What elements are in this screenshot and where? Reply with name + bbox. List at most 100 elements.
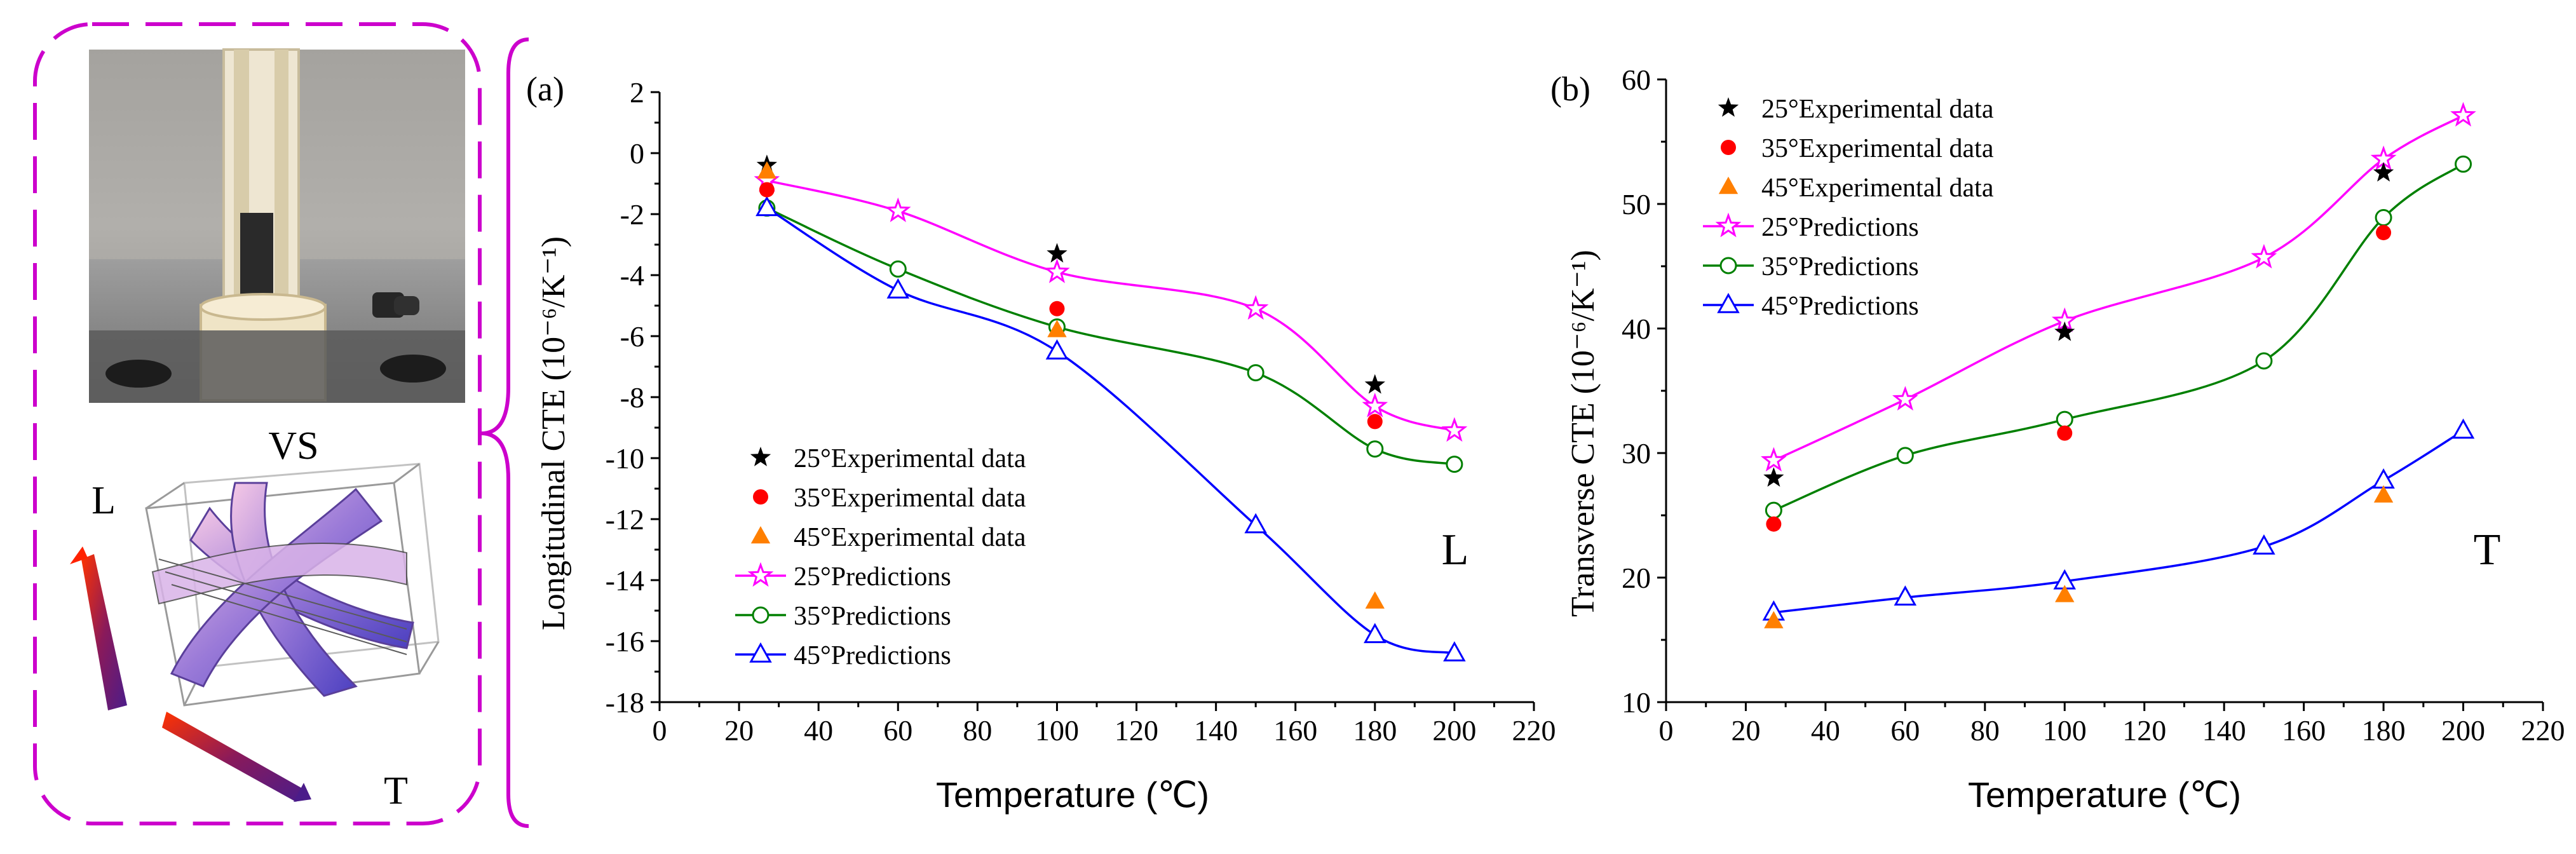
x-tick-label-b: 80 (1970, 714, 2000, 747)
x-tick-label-b: 120 (2122, 714, 2166, 747)
y-tick-label-a: -14 (606, 564, 644, 597)
l-direction-arrow (81, 554, 127, 710)
x-tick-label-a: 40 (804, 714, 833, 747)
prediction-point-a-0 (1362, 393, 1388, 417)
experimental-point-a-2 (1047, 320, 1067, 337)
x-tick-label-a: 200 (1432, 714, 1476, 747)
x-tick-label-a: 180 (1353, 714, 1397, 747)
y-tick-label-b: 20 (1622, 562, 1651, 594)
legend-marker-a (747, 562, 774, 587)
y-tick-label-a: -10 (606, 442, 644, 475)
y-tick-label-a: -2 (620, 198, 644, 231)
x-axis-label-a: Temperature (℃) (936, 775, 1209, 815)
y-axis-label-a: Longitudinal CTE (10⁻⁶/K⁻¹) (536, 236, 572, 630)
legend-label-b: 45°Predictions (1761, 292, 1919, 321)
x-tick-label-b: 0 (1659, 714, 1674, 747)
x-tick-label-b: 100 (2043, 714, 2087, 747)
y-tick-label-b: 60 (1622, 64, 1651, 96)
legend-label-a: 45°Predictions (794, 641, 951, 670)
y-tick-label-a: -6 (620, 320, 644, 353)
legend-marker-b (1721, 140, 1736, 155)
legend-marker-a (753, 489, 768, 505)
legend-label-a: 25°Predictions (794, 562, 951, 592)
dashed-frame (33, 22, 482, 825)
prediction-point-a-2 (886, 278, 910, 299)
experimental-point-b-0 (2054, 321, 2075, 341)
prediction-point-b-0 (1892, 386, 1918, 411)
legend-label-b: 35°Predictions (1761, 252, 1919, 281)
experimental-point-b-2 (2373, 485, 2394, 503)
x-tick-label-a: 100 (1035, 714, 1079, 747)
prediction-point-a-2 (1364, 623, 1386, 644)
experimental-point-a-1 (1367, 414, 1383, 430)
prediction-point-a-1 (1366, 440, 1384, 458)
y-axis-label-b: Transverse CTE (10⁻⁶/K⁻¹) (1565, 250, 1601, 617)
prediction-point-b-1 (1765, 501, 1782, 519)
experimental-point-b-1 (1766, 516, 1782, 532)
prediction-point-b-2 (2253, 534, 2275, 555)
x-tick-label-a: 80 (963, 714, 992, 747)
legend-marker-b (1718, 177, 1739, 194)
experimental-point-a-1 (1049, 301, 1065, 316)
legend-marker-a (749, 642, 772, 663)
y-tick-label-b: 30 (1622, 437, 1651, 470)
vs-label: VS (268, 424, 318, 468)
experimental-point-a-0 (1047, 243, 1068, 263)
prediction-point-b-2 (1894, 585, 1917, 606)
legend-marker-b (1715, 212, 1742, 238)
x-tick-label-a: 0 (653, 714, 667, 747)
legend-label-b: 45°Experimental data (1761, 173, 1994, 203)
chart-a: (a) L Temperature (℃) Longitudinal CTE (… (526, 70, 1556, 815)
experimental-point-b-0 (1763, 467, 1784, 487)
legend-label-b: 25°Experimental data (1761, 95, 1994, 124)
y-tick-label-a: -8 (620, 381, 644, 414)
x-tick-label-b: 40 (1811, 714, 1840, 747)
t-direction-arrow (162, 712, 304, 802)
prediction-point-a-1 (889, 260, 907, 278)
prediction-point-a-2 (1443, 641, 1466, 661)
prediction-point-a-2 (1244, 513, 1267, 534)
x-tick-label-b: 160 (2282, 714, 2326, 747)
y-tick-label-b: 50 (1622, 188, 1651, 220)
x-axis-label-b: Temperature (℃) (1968, 775, 2241, 815)
prediction-point-a-1 (1446, 456, 1463, 473)
prediction-line-b-0 (1773, 114, 2464, 462)
legend-marker-b (1717, 292, 1740, 313)
panel-label-a: (a) (526, 70, 564, 108)
prediction-point-a-2 (756, 196, 778, 217)
x-tick-label-b: 200 (2441, 714, 2485, 747)
legend-label-a: 25°Experimental data (794, 444, 1026, 473)
prediction-point-b-0 (2450, 102, 2476, 127)
prediction-point-a-0 (1441, 417, 1468, 442)
y-tick-label-a: -12 (606, 503, 644, 536)
y-tick-label-a: -16 (606, 625, 644, 658)
legend-marker-b (1719, 257, 1737, 274)
legend-label-a: 45°Experimental data (794, 523, 1026, 552)
chart-b: (b) T Temperature (℃) Transverse CTE (10… (1550, 64, 2565, 815)
y-tick-label-b: 10 (1622, 686, 1651, 719)
experimental-point-a-2 (757, 161, 777, 179)
panel-label-b: (b) (1550, 70, 1590, 108)
legend-label-b: 25°Predictions (1761, 213, 1919, 242)
prediction-point-b-1 (2455, 155, 2472, 173)
legend-label-b: 35°Experimental data (1761, 134, 1994, 163)
legend-label-a: 35°Predictions (794, 602, 951, 631)
x-tick-label-a: 220 (1512, 714, 1556, 747)
experimental-point-a-0 (1364, 374, 1385, 394)
experimental-point-b-1 (2376, 225, 2392, 241)
axis-label-l: L (92, 479, 116, 522)
prediction-line-a-1 (766, 207, 1455, 466)
corner-label-b: T (2474, 525, 2501, 574)
prediction-point-b-1 (2056, 410, 2073, 428)
legend-marker-a (750, 447, 771, 466)
prediction-point-b-1 (2375, 209, 2392, 227)
x-tick-label-a: 60 (883, 714, 912, 747)
x-tick-label-b: 60 (1890, 714, 1920, 747)
prediction-point-b-0 (1761, 447, 1787, 472)
prediction-point-a-0 (1044, 258, 1070, 283)
legend-marker-a (752, 606, 769, 624)
x-tick-label-b: 180 (2362, 714, 2406, 747)
x-tick-label-b: 20 (1731, 714, 1760, 747)
x-tick-label-a: 20 (724, 714, 754, 747)
